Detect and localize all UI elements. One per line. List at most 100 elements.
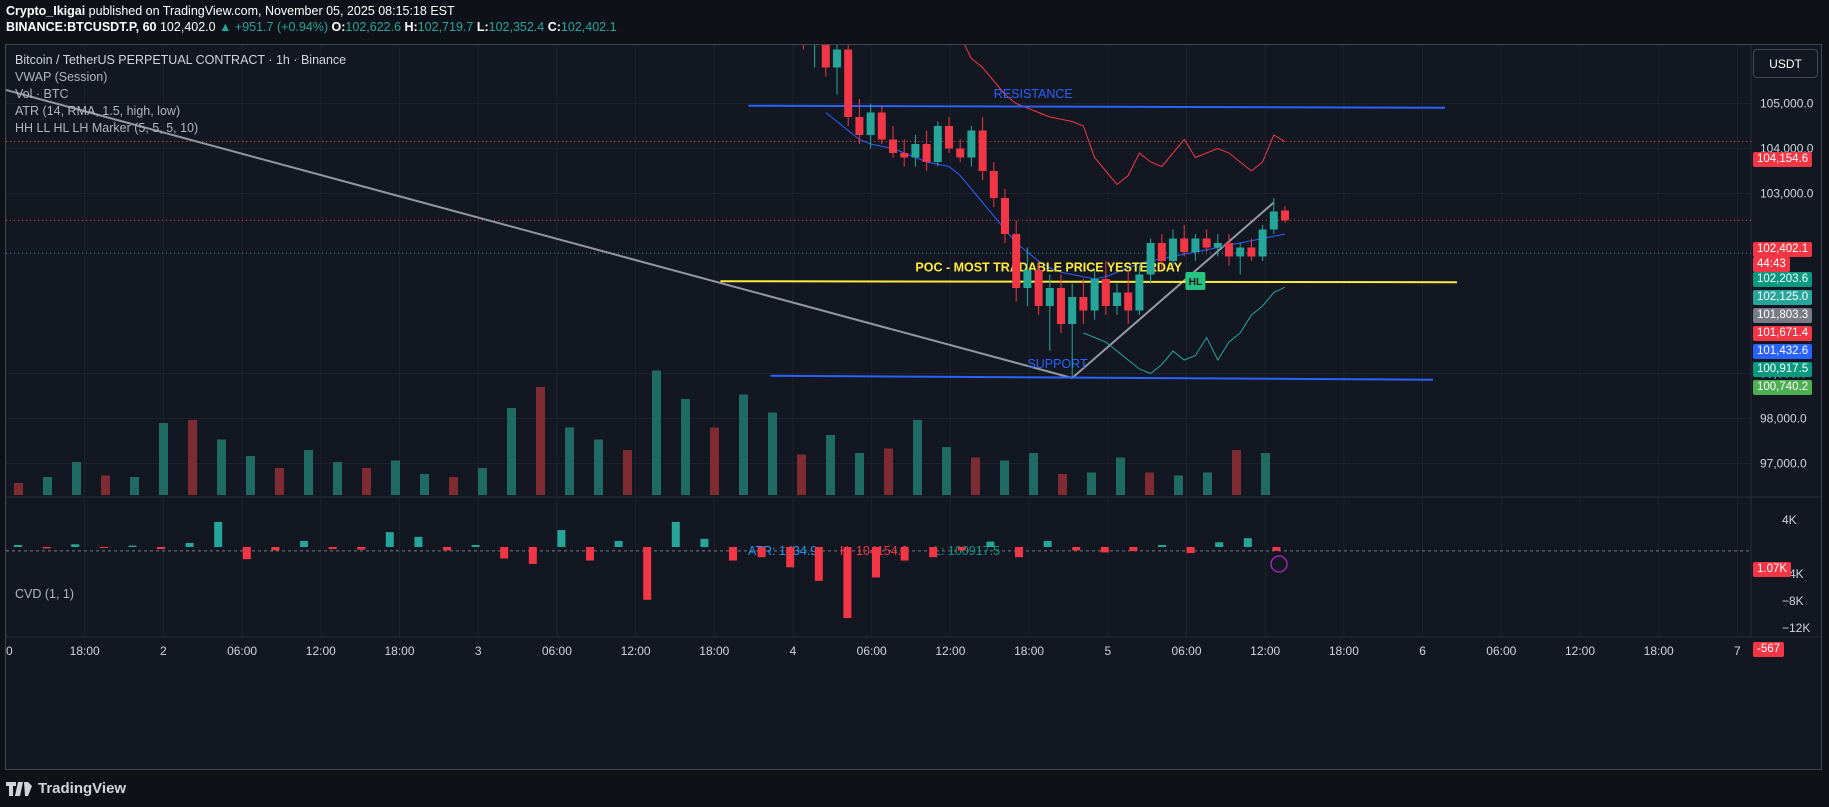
candle-body [1113, 293, 1121, 307]
volume-bar [304, 450, 313, 495]
volume-bar [217, 440, 226, 496]
time-axis-label: 18:00 [1329, 644, 1359, 658]
cvd-bar [472, 545, 480, 547]
cvd-bar [529, 547, 537, 564]
candle-body [867, 113, 875, 136]
volume-bar [1087, 473, 1096, 496]
time-axis-label: 12:00 [621, 644, 651, 658]
volume-bar [478, 468, 487, 495]
high-label: H: [405, 20, 418, 34]
cvd-legend[interactable]: CVD (1, 1) [15, 587, 74, 601]
volume-bar [1000, 461, 1009, 496]
candle-body [855, 117, 863, 135]
volume-bar [101, 476, 110, 496]
price-chart[interactable]: 105,000.0104,000.0103,000.099,000.098,00… [6, 45, 1821, 769]
price-tag: 104,154.6 [1753, 152, 1812, 167]
cvd-bar [700, 539, 708, 547]
cvd-bar [329, 547, 337, 549]
candle-body [945, 126, 953, 149]
price-tag: 1.07K [1753, 562, 1791, 577]
cvd-bar [500, 547, 508, 559]
cvd-bar [1044, 541, 1052, 547]
candle-body [844, 50, 852, 118]
candle-body [1158, 243, 1166, 261]
cvd-bar [243, 547, 251, 559]
time-axis-label: 06:00 [542, 644, 572, 658]
cvd-bar [929, 547, 937, 557]
cvd-bar [1101, 547, 1109, 552]
volume-bar [565, 428, 574, 496]
low-value: 102,352.4 [489, 20, 545, 34]
volume-bar [797, 455, 806, 496]
time-axis-label: 18:00 [1014, 644, 1044, 658]
cvd-bar [615, 541, 623, 547]
currency-button[interactable]: USDT [1753, 49, 1818, 78]
legend-title[interactable]: Bitcoin / TetherUS PERPETUAL CONTRACT · … [15, 52, 346, 69]
time-axis-label: 18:00 [1644, 644, 1674, 658]
volume-bar [855, 453, 864, 495]
cvd-axis-label: −12K [1782, 621, 1810, 635]
footer-brand[interactable]: TradingView [6, 780, 126, 797]
cvd-bar [729, 547, 737, 561]
volume-bar [420, 474, 429, 495]
time-axis-label: 12:00 [935, 644, 965, 658]
poc-label: POC - MOST TRADABLE PRICE YESTERDAY [915, 260, 1182, 274]
candle-body [1214, 243, 1222, 248]
cvd-bar [872, 547, 880, 577]
cvd-bar [786, 547, 794, 567]
candle-body [1259, 230, 1267, 257]
price-tag: 101,671.4 [1753, 326, 1812, 341]
price-axis-label: 97,000.0 [1760, 457, 1807, 471]
candle-body [967, 131, 975, 158]
legend-vwap[interactable]: VWAP (Session) [15, 69, 346, 86]
cvd-bar [414, 537, 422, 547]
cvd-bar [1244, 538, 1252, 547]
price-tag: 102,203.6 [1753, 272, 1812, 287]
candle-body [979, 131, 987, 172]
resistance-line [748, 106, 1445, 108]
candle-body [1270, 212, 1278, 230]
volume-bar [623, 450, 632, 495]
lightning-icon [1271, 556, 1287, 572]
candle-body [1169, 239, 1177, 262]
price-tag: 102,402.1 [1753, 242, 1812, 257]
legend-atr[interactable]: ATR (14, RMA, 1.5, high, low) [15, 103, 346, 120]
legend-marker[interactable]: HH LL HL LH Marker (5, 5, 5, 10) [15, 120, 346, 137]
candle-body [1102, 279, 1110, 306]
time-axis-label: 3 [475, 644, 482, 658]
cvd-bar [1272, 547, 1280, 551]
cvd-bar [271, 547, 279, 550]
candle-body [1001, 198, 1009, 234]
time-axis-label: 2 [160, 644, 167, 658]
price-tag: -567 [1753, 642, 1784, 657]
resistance-label: RESISTANCE [994, 87, 1073, 101]
candle-body [1147, 243, 1155, 275]
high-value: 102,719.7 [418, 20, 474, 34]
open-value: 102,622.6 [345, 20, 401, 34]
time-axis-label: 06:00 [1486, 644, 1516, 658]
candle-body [1191, 239, 1199, 253]
symbol-info: BINANCE:BTCUSDT.P, 60 102,402.0 ▲ +951.7… [6, 20, 617, 34]
time-axis-label: 18:00 [384, 644, 414, 658]
cvd-bar [986, 542, 994, 547]
candle-body [1247, 248, 1255, 257]
candle-body [1180, 239, 1188, 253]
candle-body [1057, 288, 1065, 324]
candle-body [1023, 270, 1031, 288]
cvd-bar [557, 530, 565, 547]
cvd-bar [43, 547, 51, 548]
candle-body [990, 171, 998, 198]
low-label: L: [477, 20, 489, 34]
author-name: Crypto_Ikigai [6, 4, 85, 18]
candle-body [822, 45, 830, 68]
chart-container[interactable]: 105,000.0104,000.0103,000.099,000.098,00… [5, 44, 1822, 770]
chart-legend: Bitcoin / TetherUS PERPETUAL CONTRACT · … [15, 52, 346, 137]
candle-body [923, 144, 931, 162]
hl-marker-label: HL [1189, 277, 1202, 288]
volume-bar [1145, 473, 1154, 496]
legend-volume[interactable]: Vol · BTC [15, 86, 346, 103]
time-axis-label: 00 [6, 644, 13, 658]
candle-body [1236, 248, 1244, 257]
candle-body [1281, 210, 1289, 220]
poc-line [720, 281, 1457, 282]
